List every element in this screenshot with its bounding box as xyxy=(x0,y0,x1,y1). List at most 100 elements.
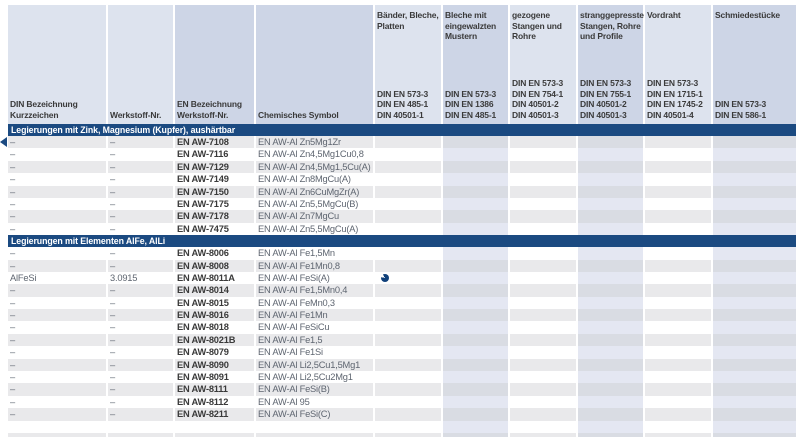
product-cell xyxy=(713,173,796,186)
product-cell xyxy=(713,383,796,396)
cell-werkstoff: – xyxy=(108,222,173,236)
cell-werkstoff: – xyxy=(108,173,173,186)
cell-werkstoff: – xyxy=(108,346,173,359)
product-cell xyxy=(375,259,441,272)
table-row: – – EN AW-8090 EN AW-Al Li2,5Cu1,5Mg1 xyxy=(8,358,796,372)
product-cell xyxy=(443,296,508,310)
cell-din: – xyxy=(8,358,106,372)
table-row: – – EN AW-8006 EN AW-Al Fe1,5Mn xyxy=(8,247,796,260)
cell-en: EN AW-8018 xyxy=(175,321,254,334)
product-cell xyxy=(713,247,796,260)
table-row: – – EN AW-8112 EN AW-Al 95 xyxy=(8,395,796,409)
cell-werkstoff: – xyxy=(108,148,173,161)
product-cell xyxy=(375,210,441,223)
table-row: – – EN AW-8016 EN AW-Al Fe1Mn xyxy=(8,309,796,322)
cell-symbol: EN AW-Al Zn5,5MgCu(A) xyxy=(256,222,373,236)
product-cell xyxy=(578,284,643,297)
product-cell xyxy=(713,222,796,236)
standard-line: DIN EN 573-3 xyxy=(512,78,564,88)
cell-din: – xyxy=(8,148,106,161)
header-col-0: DIN Bezeichnung Kurzzeichen xyxy=(8,5,106,124)
product-cell xyxy=(645,371,711,384)
product-cell xyxy=(510,358,576,372)
cell-en: EN AW-8021B xyxy=(175,333,254,347)
product-cell xyxy=(375,395,441,409)
product-cell xyxy=(375,222,441,236)
product-cell xyxy=(578,408,643,421)
cell-din: – xyxy=(8,160,106,174)
table-row: – – EN AW-8014 EN AW-Al Fe1,5Mn0,4 xyxy=(8,284,796,297)
cell-en: EN AW-8016 xyxy=(175,309,254,322)
product-cell xyxy=(645,296,711,310)
cell-symbol: EN AW-Al Zn5Mg1Zr xyxy=(256,136,373,149)
cell-symbol: EN AW-Al Zn6CuMgZr(A) xyxy=(256,185,373,198)
product-cell xyxy=(375,173,441,186)
product-cell xyxy=(645,210,711,223)
cell-din: – xyxy=(8,259,106,272)
cell-werkstoff xyxy=(108,432,173,437)
product-cell xyxy=(375,136,441,149)
cell-symbol: EN AW-Al Fe1Mn0,8 xyxy=(256,259,373,272)
product-cell xyxy=(713,259,796,272)
product-cell xyxy=(713,309,796,322)
row-pointer-triangle-icon xyxy=(0,137,7,147)
cell-symbol: EN AW-Al Zn8MgCu(A) xyxy=(256,173,373,186)
product-cell xyxy=(645,259,711,272)
product-column-standards: DIN EN 573-3 DIN EN 586-1 xyxy=(715,99,795,120)
cell-en: EN AW-7178 xyxy=(175,210,254,223)
cell-symbol: EN AW-Al Fe1,5Mn xyxy=(256,247,373,260)
cell-symbol: EN AW-Al Zn5,5MgCu(B) xyxy=(256,197,373,211)
product-cell xyxy=(645,408,711,421)
cell-symbol: EN AW-Al FeMn0,3 xyxy=(256,296,373,310)
product-cell xyxy=(375,408,441,421)
product-cell xyxy=(443,284,508,297)
product-cell xyxy=(375,197,441,211)
product-cell xyxy=(510,210,576,223)
product-cell xyxy=(375,432,441,437)
product-cell xyxy=(645,197,711,211)
table-row: – – EN AW-7178 EN AW-Al Zn7MgCu xyxy=(8,210,796,223)
cell-din: – xyxy=(8,210,106,223)
product-column-title: Vordraht xyxy=(647,10,681,20)
product-cell xyxy=(443,247,508,260)
table-row xyxy=(8,432,796,437)
product-cell xyxy=(443,420,508,433)
standard-line: DIN EN 754-1 xyxy=(512,88,564,99)
table-row xyxy=(8,420,796,433)
product-cell xyxy=(375,148,441,161)
product-cell xyxy=(443,358,508,372)
product-cell xyxy=(645,222,711,236)
product-cell xyxy=(375,333,441,347)
product-column-header: Bänder, Bleche, Platten DIN EN 573-3 DIN E… xyxy=(375,5,441,124)
product-column-title: stranggepresste Stangen, Rohre und Profi… xyxy=(580,10,644,41)
product-cell xyxy=(443,309,508,322)
product-cell xyxy=(645,309,711,322)
table-row: – – EN AW-8211 EN AW-Al FeSi(C) xyxy=(8,408,796,421)
cell-en: EN AW-8008 xyxy=(175,259,254,272)
cell-symbol: EN AW-Al FeSi(B) xyxy=(256,383,373,396)
product-column-title: Schmiedestücke xyxy=(715,10,780,20)
cell-en xyxy=(175,432,254,437)
cell-din: AlFeSi xyxy=(8,271,106,285)
cell-werkstoff: – xyxy=(108,309,173,322)
cell-en: EN AW-7108 xyxy=(175,136,254,149)
product-cell xyxy=(375,371,441,384)
product-cell xyxy=(375,420,441,433)
cell-symbol: EN AW-Al FeSi(C) xyxy=(256,408,373,421)
product-cell xyxy=(443,321,508,334)
cell-en: EN AW-7149 xyxy=(175,173,254,186)
product-cell xyxy=(578,222,643,236)
product-cell xyxy=(510,309,576,322)
product-cell xyxy=(713,136,796,149)
standard-line: DIN EN 573-3 xyxy=(445,88,497,99)
cell-werkstoff: – xyxy=(108,284,173,297)
cell-din: – xyxy=(8,296,106,310)
product-cell xyxy=(713,358,796,372)
product-cell xyxy=(443,210,508,223)
cell-en: EN AW-8079 xyxy=(175,346,254,359)
product-cell xyxy=(713,408,796,421)
standard-line: DIN EN 573-3 xyxy=(580,78,632,88)
cell-din: – xyxy=(8,395,106,409)
product-cell xyxy=(510,136,576,149)
table-row: – – EN AW-8091 EN AW-Al Li2,5Cu2Mg1 xyxy=(8,371,796,384)
